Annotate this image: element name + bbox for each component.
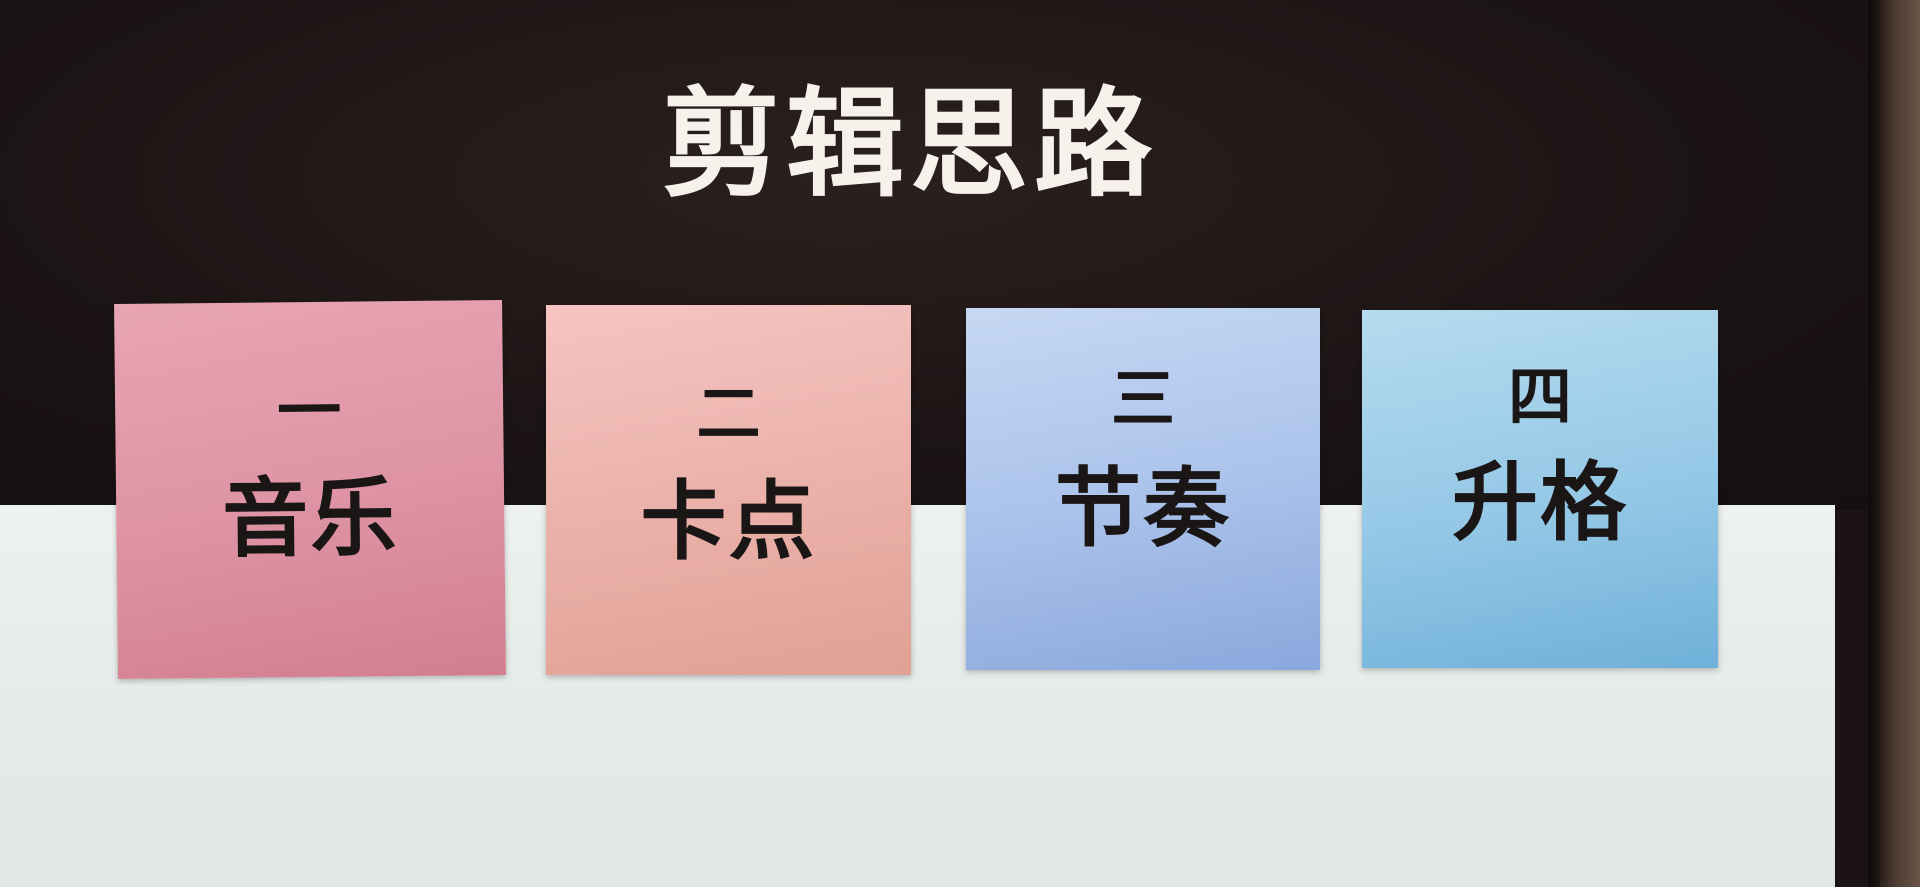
card-number: 四	[1508, 361, 1572, 435]
monitor-bezel	[1880, 0, 1920, 887]
card-rhythm: 三 节奏	[966, 308, 1320, 670]
card-music: 一 音乐	[114, 299, 506, 680]
card-slow-motion: 四 升格	[1362, 310, 1718, 668]
monitor-bezel-edge	[1868, 0, 1882, 887]
card-label: 卡点	[640, 472, 817, 572]
presentation-screen: 剪辑思路 一 音乐 二 卡点 三 节奏 四 升格	[0, 0, 1880, 887]
card-number: 二	[696, 378, 761, 452]
slide-title: 剪辑思路	[661, 75, 1158, 213]
card-label: 音乐	[221, 468, 399, 570]
card-beat-sync: 二 卡点	[546, 305, 911, 675]
card-label: 节奏	[1055, 459, 1231, 559]
card-number: 三	[1111, 363, 1175, 437]
card-number: 一	[276, 374, 342, 450]
card-label: 升格	[1452, 453, 1628, 553]
